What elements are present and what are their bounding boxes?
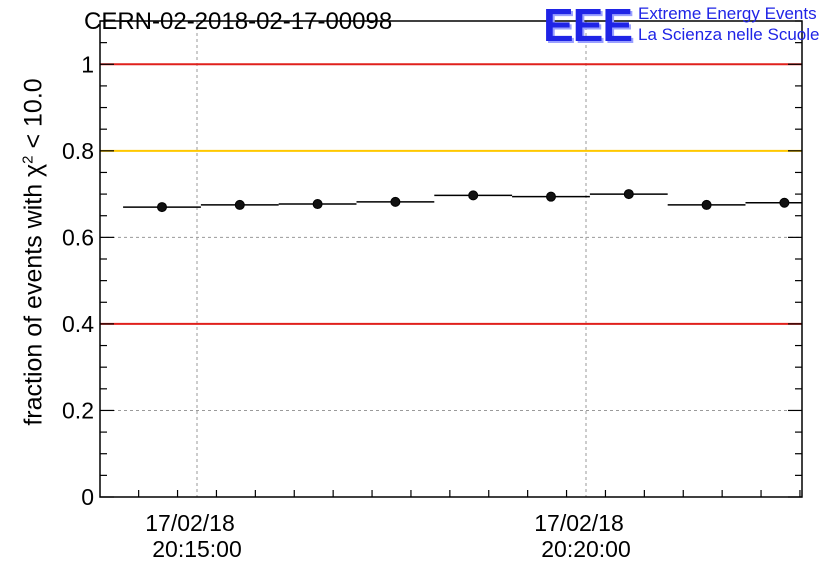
y-tick-label: 0.6 (62, 224, 94, 250)
logo-caption: Extreme Energy Events La Scienza nelle S… (638, 3, 819, 45)
data-point (156, 202, 167, 213)
data-point (779, 197, 790, 208)
data-point (701, 199, 712, 210)
chart-title: CERN-02-2018-02-17-00098 (84, 8, 393, 35)
y-tick-label: 0.8 (62, 138, 94, 164)
y-axis-label: fraction of events with χ2 < 10.0 (19, 78, 48, 425)
data-point (545, 191, 556, 202)
y-axis-label-prefix: fraction of events with (19, 176, 48, 426)
logo-line-2: La Scienza nelle Scuole (638, 25, 820, 44)
eee-logo: EEE (543, 0, 633, 51)
logo-line-1: Extreme Energy Events (638, 4, 817, 23)
reference-lines (100, 63, 802, 325)
x-tick-label-time: 20:20:00 (541, 536, 631, 562)
y-axis-label-sup: 2 (19, 155, 37, 164)
data-point (234, 199, 245, 210)
data-point (468, 190, 479, 201)
data-series (123, 189, 802, 213)
y-axis-label-suffix: < 10.0 (19, 78, 48, 156)
y-axis: 0 0.2 0.4 0.6 0.8 1 (62, 20, 802, 510)
x-tick-label-time: 20:15:00 (152, 536, 242, 562)
y-tick-label: 0.2 (62, 397, 94, 423)
x-tick-label-date: 17/02/18 (145, 510, 235, 536)
x-tick-label-date: 17/02/18 (534, 510, 624, 536)
y-tick-label: 0 (81, 484, 94, 510)
data-point (312, 199, 323, 210)
y-axis-label-symbol: χ (19, 163, 48, 177)
plot-frame (99, 20, 803, 498)
y-tick-label: 1 (81, 51, 94, 77)
grid-lines (100, 21, 802, 497)
data-point (390, 196, 401, 207)
data-point (623, 189, 634, 200)
y-tick-label: 0.4 (62, 311, 94, 337)
